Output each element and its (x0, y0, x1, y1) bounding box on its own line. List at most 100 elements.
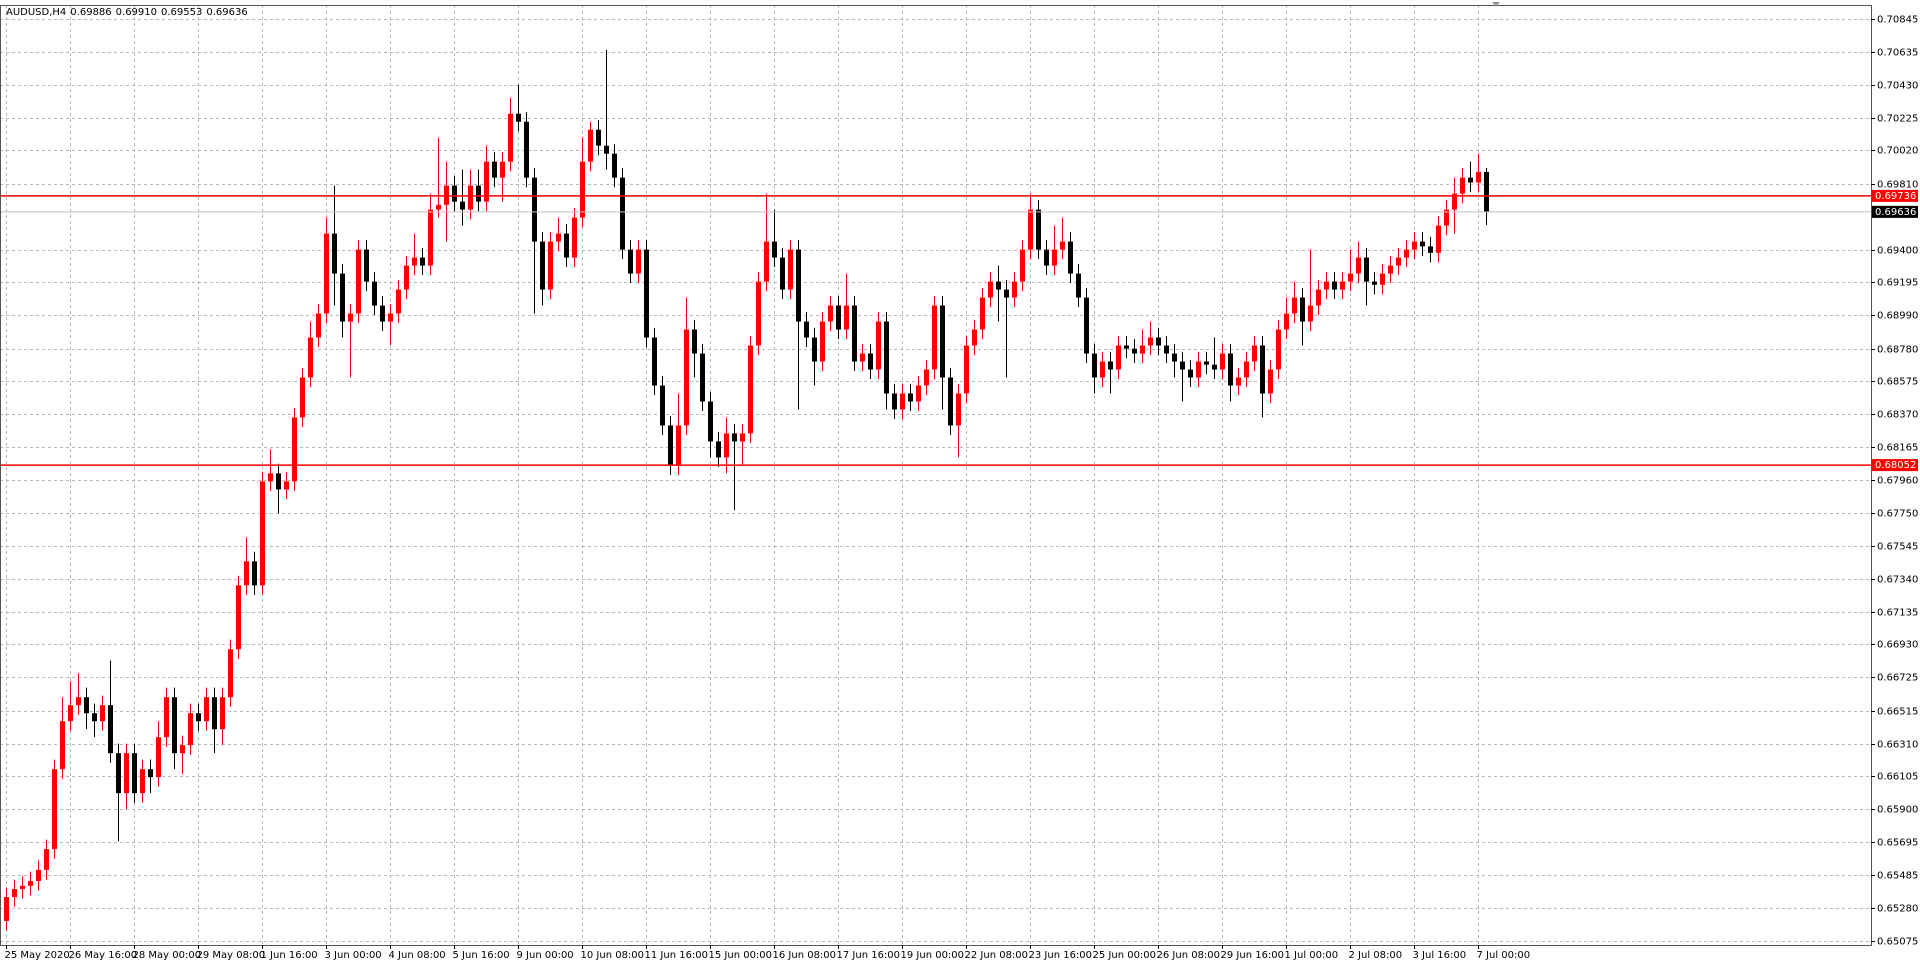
candle-body (940, 305, 945, 378)
candle-body (892, 393, 897, 410)
candle-body (44, 849, 49, 870)
candle-body (1348, 273, 1353, 282)
x-tick-label: 26 Jun 08:00 (1157, 950, 1221, 961)
ohlc-low: 0.69553 (161, 7, 202, 18)
candle-body (1252, 345, 1257, 362)
candle-body (1260, 345, 1265, 394)
axes: 0.70845 0.70635 0.70430 0.70225 0.70020 0.698… (5, 15, 1919, 962)
candle-body (108, 705, 113, 754)
candle-body (1188, 369, 1193, 378)
candle-body (196, 713, 201, 722)
candle-body (356, 249, 361, 314)
candle-body (884, 321, 889, 394)
y-tick-label: 0.65075 (1877, 937, 1918, 948)
candle-body (20, 885, 25, 890)
y-tick-label: 0.68575 (1877, 377, 1918, 388)
candle-body (68, 705, 73, 722)
candle-body (292, 417, 297, 482)
candle-body (756, 281, 761, 346)
candle-body (1284, 313, 1289, 330)
candle-body (764, 241, 769, 282)
candle-body (84, 697, 89, 714)
candle-body (212, 697, 217, 730)
candle-body (1300, 297, 1305, 322)
candle-body (1412, 241, 1417, 250)
candle-body (700, 353, 705, 402)
candle-body (1124, 345, 1129, 349)
y-tick-label: 0.67135 (1877, 608, 1918, 619)
candle-body (1380, 273, 1385, 285)
candle-body (460, 201, 465, 210)
y-tick-label: 0.66310 (1877, 740, 1918, 751)
candle-body (1004, 289, 1009, 298)
candle-body (268, 473, 273, 482)
candle-body (284, 481, 289, 490)
x-tick-label: 5 Jun 16:00 (453, 950, 510, 961)
candle-body (588, 129, 593, 162)
candle-body (1316, 289, 1321, 306)
candle-body (1116, 345, 1121, 370)
candle-body (1428, 246, 1433, 253)
candle-body (228, 649, 233, 698)
level-label: 0.69736 (1875, 191, 1916, 202)
candle-body (1468, 177, 1473, 183)
candle-body (332, 233, 337, 274)
candle-body (836, 305, 841, 330)
y-tick-label: 0.70020 (1877, 146, 1918, 157)
candle-body (132, 753, 137, 794)
y-tick-label: 0.69195 (1877, 278, 1918, 289)
candle-body (204, 697, 209, 722)
candle-body (236, 585, 241, 650)
y-tick-label: 0.68165 (1877, 443, 1918, 454)
x-tick-label: 15 Jun 00:00 (709, 950, 773, 961)
candle-body (508, 113, 513, 162)
x-tick-label: 10 Jun 08:00 (581, 950, 645, 961)
candle-body (1340, 281, 1345, 290)
candle-body (1076, 273, 1081, 298)
candle-body (380, 305, 385, 322)
candle-body (868, 353, 873, 370)
x-tick-label: 26 May 16:00 (69, 950, 138, 961)
candle-body (524, 121, 529, 178)
x-tick-label: 3 Jun 00:00 (325, 950, 382, 961)
level-label-box (1872, 459, 1918, 472)
candle-body (1092, 353, 1097, 378)
y-tick-label: 0.66725 (1877, 673, 1918, 684)
shift-marker (1492, 2, 1500, 7)
candle-body (1356, 257, 1361, 274)
x-tick-label: 28 May 00:00 (133, 950, 202, 961)
x-tick-label: 9 Jun 00:00 (517, 950, 574, 961)
y-tick-label: 0.65695 (1877, 838, 1918, 849)
candle-body (804, 321, 809, 338)
y-tick-label: 0.66515 (1877, 707, 1918, 718)
candle-body (740, 433, 745, 442)
candle-body (1148, 337, 1153, 346)
candle-body (428, 209, 433, 266)
candle-body (956, 393, 961, 426)
candle-body (924, 369, 929, 386)
level-label-box (1872, 189, 1918, 202)
candle-body (140, 769, 145, 794)
candle-body (1276, 329, 1281, 370)
level-label: 0.68052 (1875, 460, 1916, 471)
candle-body (484, 161, 489, 202)
candle-body (996, 281, 1001, 290)
candle-body (660, 385, 665, 426)
candle-body (1180, 361, 1185, 370)
candle-body (124, 753, 129, 794)
candle-body (668, 425, 673, 466)
candle-body (220, 697, 225, 730)
candle-body (636, 249, 641, 274)
y-tick-label: 0.65485 (1877, 871, 1918, 882)
candle-body (300, 377, 305, 418)
y-tick-label: 0.65900 (1877, 805, 1918, 816)
candle-body (1220, 353, 1225, 370)
candle-body (908, 393, 913, 402)
candle-body (1068, 241, 1073, 274)
candle-body (580, 161, 585, 218)
candle-body (372, 281, 377, 306)
candle-body (388, 313, 393, 322)
candle-body (796, 249, 801, 322)
candle-body (772, 241, 777, 258)
candle-body (1204, 361, 1209, 365)
